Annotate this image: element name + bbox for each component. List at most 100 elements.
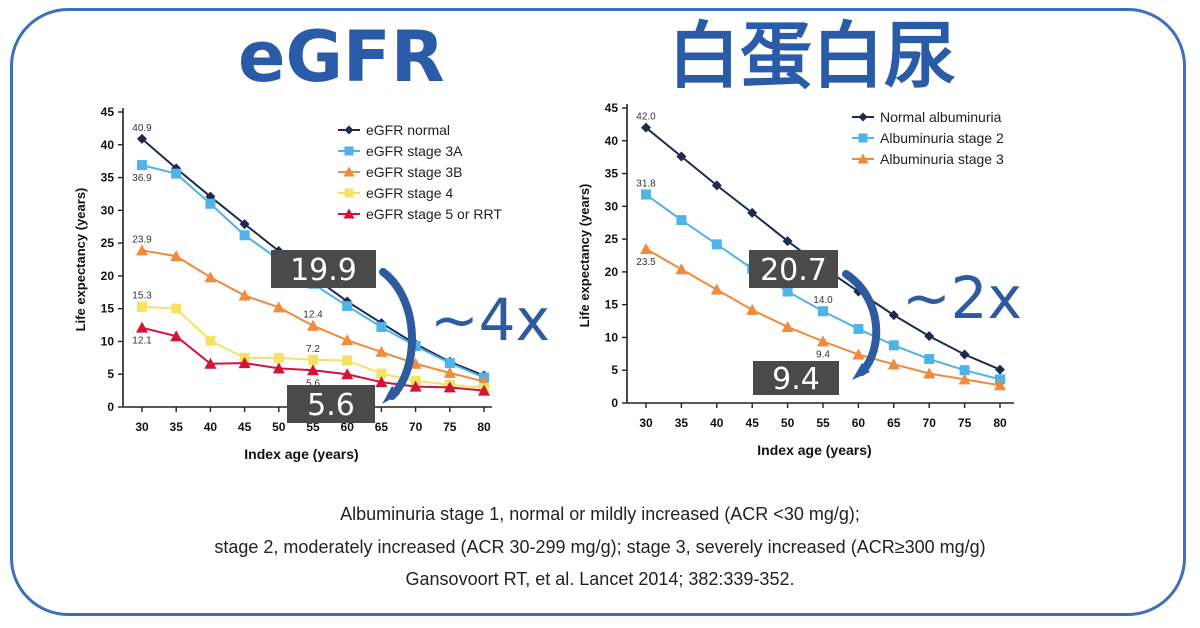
egfr-legend-label: eGFR stage 3A xyxy=(366,143,463,159)
albuminuria-data-label: 23.5 xyxy=(636,257,656,268)
egfr-data-point xyxy=(478,384,490,396)
albuminuria-data-point xyxy=(711,180,722,191)
egfr-ratio-label: ~4x xyxy=(430,286,550,354)
egfr-callout-top-value: 19.9 xyxy=(290,253,357,288)
albuminuria-data-point xyxy=(781,320,794,332)
albuminuria-data-point xyxy=(676,151,687,162)
egfr-x-tick-label: 55 xyxy=(306,420,320,434)
egfr-data-point xyxy=(307,319,319,331)
albuminuria-data-point xyxy=(923,367,936,379)
albuminuria-data-point xyxy=(852,348,865,360)
egfr-data-point xyxy=(375,376,388,388)
albuminuria-x-tick-label: 80 xyxy=(993,416,1007,430)
albuminuria-legend-label: Normal albuminuria xyxy=(880,109,1002,125)
egfr-x-tick-label: 60 xyxy=(341,420,355,434)
albuminuria-callout-top-box xyxy=(749,250,838,288)
albuminuria-x-tick-label: 55 xyxy=(816,416,830,430)
albuminuria-data-point xyxy=(958,373,971,385)
albuminuria-legend-marker xyxy=(857,153,869,164)
albuminuria-x-tick-label: 40 xyxy=(710,416,724,430)
egfr-data-point xyxy=(409,357,422,369)
egfr-x-tick-label: 40 xyxy=(204,420,218,434)
albuminuria-callout-bottom-value: 9.4 xyxy=(772,362,820,397)
albuminuria-x-tick-label: 45 xyxy=(746,416,760,430)
albuminuria-data-point xyxy=(994,379,1006,391)
albuminuria-data-point xyxy=(888,340,899,351)
egfr-data-point xyxy=(137,133,147,144)
albuminuria-x-tick-label: 65 xyxy=(887,416,901,430)
egfr-data-point xyxy=(171,303,182,314)
egfr-x-tick-label: 30 xyxy=(135,420,149,434)
slide-frame xyxy=(10,8,1186,616)
egfr-legend-label: eGFR stage 3B xyxy=(366,164,463,180)
albuminuria-data-point xyxy=(924,331,935,342)
footnote-line-2: stage 2, moderately increased (ACR 30-29… xyxy=(214,537,986,557)
albuminuria-callout-top-value: 20.7 xyxy=(760,253,827,288)
egfr-data-point xyxy=(238,289,251,301)
egfr-data-point xyxy=(205,335,216,346)
egfr-data-label: 40.9 xyxy=(132,123,152,134)
egfr-y-tick-label: 0 xyxy=(107,400,114,414)
egfr-callout-bottom-box xyxy=(287,385,375,423)
egfr-data-point xyxy=(272,362,285,374)
egfr-arrow xyxy=(379,268,416,400)
egfr-x-tick-label: 50 xyxy=(272,420,286,434)
egfr-arrow-head xyxy=(382,386,400,404)
albuminuria-data-label: 31.8 xyxy=(636,179,656,190)
egfr-data-point xyxy=(272,301,285,313)
albuminuria-data-point xyxy=(995,364,1005,375)
egfr-data-point xyxy=(205,198,216,209)
egfr-data-point xyxy=(137,160,147,171)
egfr-data-point xyxy=(341,368,354,380)
egfr-x-tick-label: 65 xyxy=(375,420,389,434)
egfr-data-label: 12.1 xyxy=(132,336,152,347)
albuminuria-y-tick-label: 0 xyxy=(611,396,618,410)
egfr-data-point xyxy=(136,244,148,256)
egfr-data-point xyxy=(375,345,388,357)
footnote-line-1: Albuminuria stage 1, normal or mildly in… xyxy=(340,504,860,524)
egfr-data-label: 5.6 xyxy=(306,378,320,389)
albuminuria-data-point xyxy=(782,236,793,247)
egfr-y-tick-label: 15 xyxy=(101,302,115,316)
egfr-data-point xyxy=(239,219,250,230)
albuminuria-callout-bottom-box xyxy=(753,361,839,395)
albuminuria-x-tick-label: 50 xyxy=(781,416,795,430)
albuminuria-data-point xyxy=(710,283,723,295)
egfr-data-point xyxy=(342,355,353,366)
albuminuria-y-axis-label: Life expectancy (years) xyxy=(577,184,592,328)
albuminuria-data-point xyxy=(711,239,722,250)
egfr-title: eGFR xyxy=(238,16,445,98)
egfr-legend-marker xyxy=(344,188,354,198)
albuminuria-legend-marker xyxy=(858,112,868,122)
egfr-data-label: 12.4 xyxy=(303,310,323,321)
egfr-data-label: 36.9 xyxy=(132,173,152,184)
egfr-legend-marker xyxy=(343,166,355,177)
egfr-y-tick-label: 45 xyxy=(101,105,115,119)
albuminuria-data-point xyxy=(853,323,864,334)
albuminuria-y-tick-label: 5 xyxy=(611,363,618,377)
albuminuria-arrow-head xyxy=(852,363,870,380)
albuminuria-ratio-label: ~2x xyxy=(902,264,1022,332)
albuminuria-data-label: 9.4 xyxy=(816,349,830,360)
egfr-x-tick-label: 80 xyxy=(477,420,491,434)
egfr-data-point xyxy=(137,301,147,312)
albuminuria-x-axis-label: Index age (years) xyxy=(757,442,871,458)
egfr-legend-label: eGFR stage 5 or RRT xyxy=(366,206,502,222)
egfr-legend-marker xyxy=(344,125,354,135)
egfr-callout-bottom-value: 5.6 xyxy=(307,388,355,423)
egfr-data-point xyxy=(239,230,250,241)
albuminuria-legend-label: Albuminuria stage 2 xyxy=(880,130,1004,146)
egfr-legend-marker xyxy=(343,208,355,219)
albuminuria-y-tick-label: 35 xyxy=(605,167,619,181)
egfr-y-tick-label: 5 xyxy=(107,367,114,381)
egfr-y-tick-label: 10 xyxy=(101,334,115,348)
albuminuria-data-point xyxy=(676,215,687,226)
egfr-data-point xyxy=(341,334,354,346)
albuminuria-data-point xyxy=(818,306,828,317)
egfr-y-tick-label: 30 xyxy=(101,203,115,217)
egfr-data-point xyxy=(204,271,217,283)
egfr-data-label: 23.9 xyxy=(132,234,152,245)
albuminuria-data-point xyxy=(817,335,829,347)
albuminuria-data-point xyxy=(959,365,970,376)
